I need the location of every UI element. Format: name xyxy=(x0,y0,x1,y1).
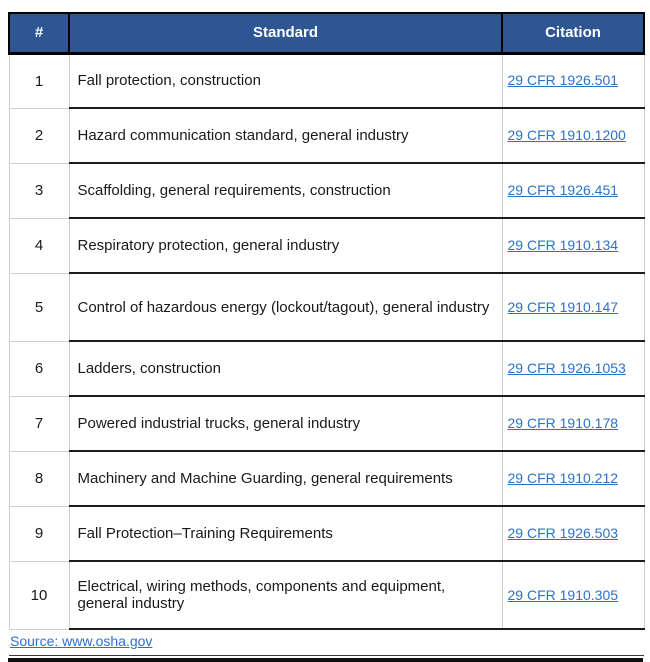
table-header: # Standard Citation xyxy=(8,12,645,55)
table-row: 6 Ladders, construction 29 CFR 1926.1053 xyxy=(8,340,645,397)
citation-cell: 29 CFR 1926.503 xyxy=(501,505,645,562)
row-number: 7 xyxy=(8,395,70,452)
table-row: 5 Control of hazardous energy (lockout/ta… xyxy=(8,272,645,342)
standard-name: Powered industrial trucks, general indus… xyxy=(68,395,503,452)
citation-link[interactable]: 29 CFR 1910.134 xyxy=(507,237,619,253)
row-number: 3 xyxy=(8,162,70,219)
table-row: 4 Respiratory protection, general industr… xyxy=(8,217,645,274)
standard-name: Hazard communication standard, general i… xyxy=(68,107,503,164)
table-row: 2 Hazard communication standard, general … xyxy=(8,107,645,164)
standard-name: Electrical, wiring methods, components a… xyxy=(68,560,503,630)
citation-cell: 29 CFR 1910.305 xyxy=(501,560,645,630)
citation-link[interactable]: 29 CFR 1910.178 xyxy=(507,415,619,431)
citation-cell: 29 CFR 1910.178 xyxy=(501,395,645,452)
standard-name: Machinery and Machine Guarding, general … xyxy=(68,450,503,507)
table-row: 3 Scaffolding, general requirements, cons… xyxy=(8,162,645,219)
row-number: 4 xyxy=(8,217,70,274)
citation-link[interactable]: 29 CFR 1910.1200 xyxy=(507,127,626,143)
citation-link[interactable]: 29 CFR 1910.212 xyxy=(507,470,619,486)
table-row: 7 Powered industrial trucks, general indu… xyxy=(8,395,645,452)
standard-name: Fall protection, construction xyxy=(68,52,503,109)
citation-cell: 29 CFR 1910.147 xyxy=(501,272,645,342)
row-number: 8 xyxy=(8,450,70,507)
citation-link[interactable]: 29 CFR 1926.503 xyxy=(507,525,619,541)
citation-cell: 29 CFR 1926.501 xyxy=(501,52,645,109)
header-row: # Standard Citation xyxy=(8,12,645,55)
source-cell: Source: www.osha.gov xyxy=(9,629,644,656)
citation-link[interactable]: 29 CFR 1926.451 xyxy=(507,182,619,198)
standard-name: Respiratory protection, general industry xyxy=(68,217,503,274)
table-row: 9 Fall Protection–Training Requirements 29… xyxy=(8,505,645,562)
row-number: 5 xyxy=(8,272,70,342)
osha-top-standards-table: # Standard Citation 1 Fall protection, co… xyxy=(8,12,645,656)
citation-cell: 29 CFR 1926.1053 xyxy=(501,340,645,397)
row-number: 10 xyxy=(8,560,70,630)
table-row: 10 Electrical, wiring methods, components… xyxy=(8,560,645,630)
citation-link[interactable]: 29 CFR 1926.1053 xyxy=(507,360,626,376)
source-row: Source: www.osha.gov xyxy=(9,629,644,656)
standard-name: Fall Protection–Training Requirements xyxy=(68,505,503,562)
citation-cell: 29 CFR 1910.134 xyxy=(501,217,645,274)
citation-cell: 29 CFR 1910.212 xyxy=(501,450,645,507)
column-header-citation: Citation xyxy=(501,12,645,55)
row-number: 6 xyxy=(8,340,70,397)
row-number: 1 xyxy=(8,52,70,109)
column-header-standard: Standard xyxy=(68,12,503,55)
table-row: 1 Fall protection, construction 29 CFR 192… xyxy=(8,52,645,109)
column-header-number: # xyxy=(8,12,70,55)
standard-name: Ladders, construction xyxy=(68,340,503,397)
standard-name: Scaffolding, general requirements, const… xyxy=(68,162,503,219)
citation-link[interactable]: 29 CFR 1910.147 xyxy=(507,298,619,315)
row-number: 9 xyxy=(8,505,70,562)
citation-link[interactable]: 29 CFR 1910.305 xyxy=(507,586,619,603)
citation-link[interactable]: 29 CFR 1926.501 xyxy=(507,72,619,89)
citation-cell: 29 CFR 1926.451 xyxy=(501,162,645,219)
table-footer: Source: www.osha.gov xyxy=(9,629,644,656)
table-body: 1 Fall protection, construction 29 CFR 192… xyxy=(8,52,645,630)
row-number: 2 xyxy=(8,107,70,164)
source-link[interactable]: Source: www.osha.gov xyxy=(10,633,153,649)
citation-cell: 29 CFR 1910.1200 xyxy=(501,107,645,164)
table-bottom-border xyxy=(8,658,643,662)
standard-name: Control of hazardous energy (lockout/tag… xyxy=(68,272,503,342)
table-row: 8 Machinery and Machine Guarding, general… xyxy=(8,450,645,507)
